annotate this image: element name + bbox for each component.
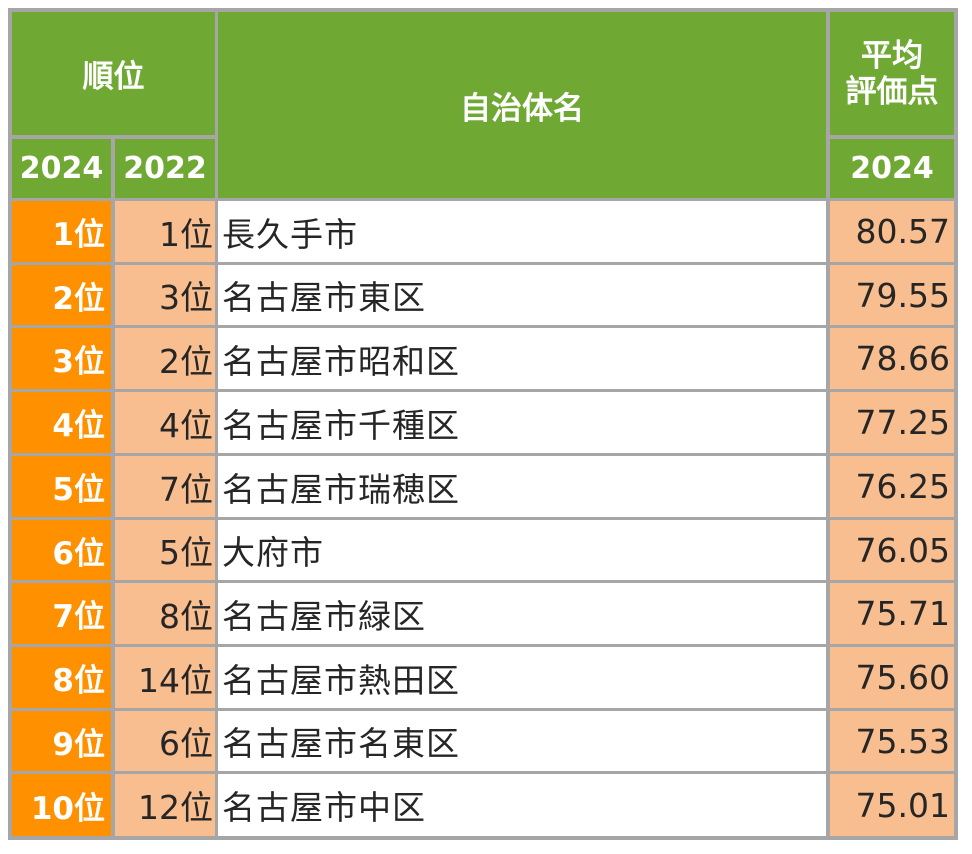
average-score-cell: 80.57	[830, 201, 954, 262]
municipality-name-cell: 名古屋市瑞穂区	[218, 456, 826, 517]
rank-2024-cell: 10位	[12, 774, 111, 836]
average-score-cell: 78.66	[830, 328, 954, 389]
municipality-name-cell: 名古屋市昭和区	[218, 328, 826, 389]
rank-2024-cell: 4位	[12, 392, 111, 453]
rank-2024-cell: 3位	[12, 328, 111, 389]
rank-2022-cell: 6位	[115, 711, 215, 771]
rank-2022-cell: 14位	[115, 647, 215, 708]
header-year-2024: 2024	[12, 139, 111, 198]
header-year-2022: 2022	[115, 139, 215, 198]
rank-2022-cell: 1位	[115, 201, 215, 262]
municipality-name-cell: 名古屋市緑区	[218, 583, 826, 644]
rank-2022-cell: 7位	[115, 456, 215, 517]
header-average-score: 平均 評価点	[830, 12, 954, 135]
municipality-name-cell: 長久手市	[218, 201, 826, 262]
rank-2024-cell: 5位	[12, 456, 111, 517]
header-score-line1: 平均	[861, 37, 923, 74]
municipality-name-cell: 大府市	[218, 520, 826, 580]
rank-2022-cell: 2位	[115, 328, 215, 389]
rank-2024-cell: 1位	[12, 201, 111, 262]
rank-2022-cell: 3位	[115, 265, 215, 325]
rank-2022-cell: 8位	[115, 583, 215, 644]
rank-2024-cell: 6位	[12, 520, 111, 580]
header-score-year: 2024	[830, 139, 954, 198]
municipality-name-cell: 名古屋市名東区	[218, 711, 826, 771]
municipality-name-cell: 名古屋市熱田区	[218, 647, 826, 708]
rank-2022-cell: 12位	[115, 774, 215, 836]
average-score-cell: 76.05	[830, 520, 954, 580]
rank-2024-cell: 7位	[12, 583, 111, 644]
header-rank: 順位	[12, 12, 215, 135]
municipality-name-cell: 名古屋市東区	[218, 265, 826, 325]
header-score-line2: 評価点	[845, 73, 939, 110]
rank-2024-cell: 9位	[12, 711, 111, 771]
municipality-name-cell: 名古屋市中区	[218, 774, 826, 836]
average-score-cell: 75.01	[830, 774, 954, 836]
rank-2022-cell: 4位	[115, 392, 215, 453]
average-score-cell: 75.53	[830, 711, 954, 771]
average-score-cell: 75.71	[830, 583, 954, 644]
average-score-cell: 76.25	[830, 456, 954, 517]
average-score-cell: 77.25	[830, 392, 954, 453]
rank-2024-cell: 2位	[12, 265, 111, 325]
average-score-cell: 79.55	[830, 265, 954, 325]
header-municipality-name: 自治体名	[218, 12, 826, 198]
average-score-cell: 75.60	[830, 647, 954, 708]
rank-2024-cell: 8位	[12, 647, 111, 708]
rank-2022-cell: 5位	[115, 520, 215, 580]
municipality-name-cell: 名古屋市千種区	[218, 392, 826, 453]
